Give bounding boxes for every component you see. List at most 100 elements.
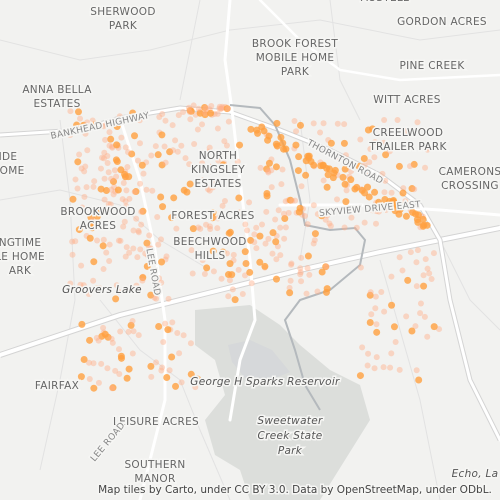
dot	[108, 335, 115, 342]
dot	[78, 320, 86, 328]
dot	[403, 313, 410, 320]
place-label: ESTATES	[33, 98, 80, 110]
dot	[96, 209, 104, 217]
dot	[90, 183, 97, 190]
place-label: PARK	[281, 66, 310, 78]
dot	[327, 139, 335, 147]
dot	[154, 151, 162, 159]
dot	[120, 223, 127, 230]
dot	[364, 362, 371, 369]
dot	[106, 142, 113, 149]
dot	[357, 264, 364, 271]
dot	[201, 271, 208, 278]
dot	[137, 246, 144, 253]
dot	[122, 144, 129, 151]
place-label: CROSSING	[441, 180, 499, 192]
dot	[214, 125, 221, 132]
dot	[165, 295, 172, 302]
dot	[153, 295, 160, 302]
place-label: MANOR	[134, 473, 175, 485]
dot	[221, 138, 228, 145]
dot	[381, 189, 388, 196]
dot	[210, 268, 217, 275]
dot	[197, 225, 204, 232]
dot	[402, 212, 410, 220]
dot	[251, 239, 258, 246]
dot	[413, 367, 420, 374]
dot	[101, 196, 108, 203]
dot	[207, 109, 215, 117]
dot	[318, 212, 326, 220]
dot	[187, 340, 194, 347]
dot	[182, 155, 189, 162]
dot	[158, 367, 165, 374]
dot	[320, 120, 327, 127]
dot	[324, 171, 332, 179]
dot	[311, 230, 319, 238]
dot	[379, 170, 386, 177]
dot	[214, 110, 221, 117]
dot	[382, 151, 390, 159]
dot	[428, 275, 435, 282]
dot	[417, 300, 424, 307]
dot	[199, 177, 206, 184]
dot	[361, 162, 368, 169]
dot	[159, 110, 166, 117]
dot	[174, 329, 181, 336]
dot	[135, 332, 142, 339]
dot	[147, 362, 155, 370]
road-label: LEE ROAD	[89, 421, 127, 464]
dot	[422, 164, 429, 171]
dot	[100, 324, 107, 331]
dot	[323, 183, 331, 191]
dot	[414, 247, 421, 254]
dot	[228, 271, 236, 279]
dot	[186, 180, 194, 188]
dot	[187, 116, 194, 123]
dot	[341, 165, 349, 173]
dot	[236, 141, 244, 149]
dot	[137, 180, 144, 187]
dot	[355, 162, 363, 170]
dot	[90, 277, 97, 284]
water-label: George H Sparks Reservoir	[190, 376, 340, 388]
dot	[74, 158, 82, 166]
dot	[298, 254, 305, 261]
dot	[109, 384, 117, 392]
dot	[109, 339, 116, 346]
dot	[85, 291, 92, 298]
dot	[373, 321, 380, 328]
dot	[122, 198, 129, 205]
dot	[91, 120, 99, 128]
dot	[109, 385, 116, 392]
dot	[247, 236, 255, 244]
dot	[273, 119, 281, 127]
dot	[94, 237, 101, 244]
dot	[79, 204, 86, 211]
dot	[113, 173, 120, 180]
dot	[102, 187, 110, 195]
dot	[265, 168, 272, 175]
dot	[298, 183, 305, 190]
dot	[408, 327, 416, 335]
dot	[366, 172, 373, 179]
dot	[323, 285, 331, 293]
dot	[246, 214, 253, 221]
dot	[303, 290, 310, 297]
dot	[100, 236, 107, 243]
dot	[403, 127, 410, 134]
dot	[278, 181, 285, 188]
dot	[203, 221, 210, 228]
dot	[162, 320, 169, 327]
dot	[219, 202, 226, 209]
dot	[99, 242, 107, 250]
dot	[116, 113, 123, 120]
dot	[151, 294, 158, 301]
dot	[323, 263, 330, 270]
dot	[67, 108, 74, 115]
dot	[382, 206, 389, 213]
dot	[242, 221, 249, 228]
dot	[258, 123, 266, 131]
dot	[135, 227, 142, 234]
dot	[89, 217, 96, 224]
